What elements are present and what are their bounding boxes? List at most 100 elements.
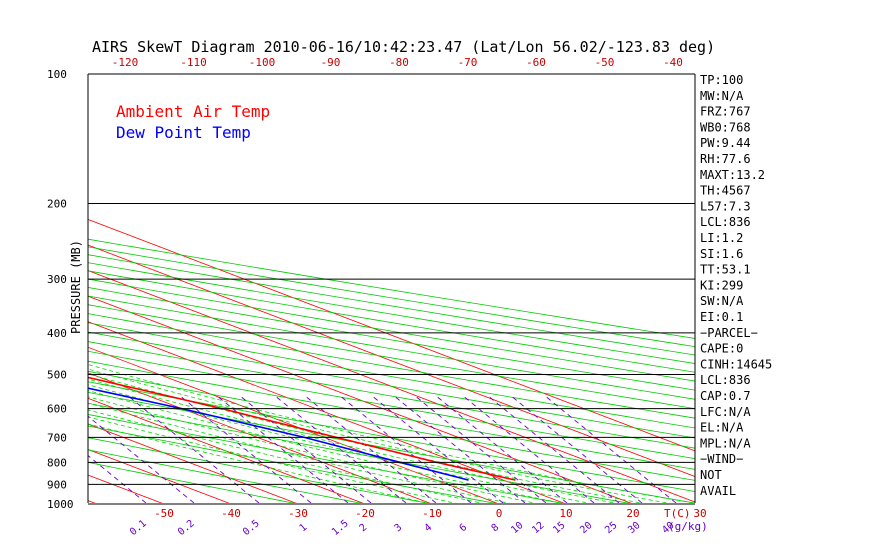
isotherm-line bbox=[88, 500, 96, 503]
index-readout: MPL:N/A bbox=[700, 436, 751, 450]
index-readout: MAXT:13.2 bbox=[700, 168, 765, 182]
index-readout: CAPE:0 bbox=[700, 342, 743, 356]
isotherm-line bbox=[88, 423, 297, 503]
dry-adiabat-line bbox=[88, 391, 695, 503]
moist-adiabat-line bbox=[88, 396, 537, 503]
mixing-ratio-tick-label: 15 bbox=[551, 520, 567, 536]
index-readout: MW:N/A bbox=[700, 89, 744, 103]
mixing-ratio-tick-label: 8 bbox=[490, 522, 502, 534]
index-readout: L57:7.3 bbox=[700, 199, 751, 213]
mixing-ratio-tick-label: 30 bbox=[626, 520, 642, 536]
index-readout: −WIND− bbox=[700, 452, 743, 466]
mixing-ratio-tick-label: 4 bbox=[423, 522, 435, 534]
dry-adiabat-line bbox=[88, 313, 695, 419]
dry-adiabat-line bbox=[88, 425, 496, 503]
mixing-ratio-tick-label: 12 bbox=[530, 520, 546, 536]
mixing-ratio-tick-label: 6 bbox=[458, 522, 470, 534]
mixing-ratio-line bbox=[239, 395, 372, 503]
mixing-ratio-line bbox=[88, 454, 147, 503]
index-readout: SI:1.6 bbox=[700, 247, 743, 261]
dry-adiabat-line bbox=[88, 437, 429, 503]
index-readout: FRZ:767 bbox=[700, 105, 751, 119]
top-temp-tick-label: -100 bbox=[249, 56, 276, 69]
index-readout: LCL:836 bbox=[700, 373, 751, 387]
mixing-ratio-line bbox=[179, 395, 312, 503]
mixing-ratio-line bbox=[274, 395, 407, 503]
pressure-tick-label: 200 bbox=[47, 197, 67, 210]
moist-adiabat-line bbox=[88, 390, 564, 503]
isotherm-line bbox=[88, 397, 364, 503]
dry-adiabat-line bbox=[88, 461, 295, 503]
top-temp-tick-label: -90 bbox=[321, 56, 341, 69]
top-temp-tick-label: -80 bbox=[389, 56, 409, 69]
mixing-ratio-line bbox=[216, 395, 349, 503]
chart-title: AIRS SkewT Diagram 2010-06-16/10:42:23.4… bbox=[92, 38, 715, 56]
index-readout: LCL:836 bbox=[700, 215, 751, 229]
dry-adiabat-line bbox=[88, 414, 563, 503]
bottom-temp-tick-label: -20 bbox=[355, 507, 375, 520]
pressure-tick-label: 100 bbox=[47, 68, 67, 81]
bottom-temp-tick-label: -10 bbox=[422, 507, 442, 520]
isotherm-line bbox=[88, 219, 695, 452]
mixing-ratio-line bbox=[127, 395, 260, 503]
mixing-ratio-line bbox=[544, 395, 677, 503]
dry-adiabat-line bbox=[88, 449, 362, 503]
bottom-temp-tick-label: -40 bbox=[221, 507, 241, 520]
dry-adiabat-line bbox=[88, 370, 695, 481]
mixing-ratio-tick-label: 0.1 bbox=[128, 518, 149, 538]
mixing-ratio-line bbox=[339, 395, 472, 503]
mixing-ratio-line bbox=[393, 395, 526, 503]
mixing-ratio-tick-label: 2 bbox=[358, 522, 370, 534]
index-readout: TP:100 bbox=[700, 73, 743, 87]
mixing-ratio-line bbox=[462, 395, 595, 503]
mixing-ratio-tick-label: 0.2 bbox=[176, 518, 197, 538]
mixing-ratio-tick-label: 1.5 bbox=[330, 518, 351, 538]
bottom-temp-tick-label: -50 bbox=[154, 507, 174, 520]
mixing-ratio-line bbox=[371, 395, 504, 503]
temp-unit-label: T(C) bbox=[664, 507, 691, 520]
top-temp-tick-label: -70 bbox=[458, 56, 478, 69]
top-temp-tick-label: -120 bbox=[112, 56, 139, 69]
mixing-ratio-line bbox=[510, 395, 643, 503]
y-axis-label: PRESSURE (MB) bbox=[69, 240, 83, 334]
mixing-ratio-tick-label: 3 bbox=[393, 522, 405, 534]
dry-adiabat-line bbox=[88, 350, 695, 460]
dry-adiabat-line bbox=[88, 360, 695, 470]
index-readout: EL:N/A bbox=[700, 421, 744, 435]
dew-point-temp-line bbox=[88, 387, 469, 481]
pressure-tick-label: 1000 bbox=[47, 498, 74, 511]
mixing-ratio-line bbox=[487, 395, 620, 503]
index-readout: LI:1.2 bbox=[700, 231, 743, 245]
mixing-ratio-tick-label: 25 bbox=[603, 520, 619, 536]
index-readout: EI:0.1 bbox=[700, 310, 743, 324]
index-readout: RH:77.6 bbox=[700, 152, 751, 166]
index-readout: KI:299 bbox=[700, 278, 743, 292]
top-temp-tick-label: -110 bbox=[180, 56, 207, 69]
isotherm-line bbox=[88, 372, 431, 503]
pressure-tick-label: 300 bbox=[47, 273, 67, 286]
dry-adiabat-line bbox=[88, 304, 695, 410]
mixing-ratio-tick-label: 10 bbox=[509, 520, 525, 536]
legend-ambient-air-temp: Ambient Air Temp bbox=[116, 102, 270, 121]
pressure-tick-label: 600 bbox=[47, 403, 67, 416]
index-readout: SW:N/A bbox=[700, 294, 744, 308]
bottom-temp-tick-label: -30 bbox=[288, 507, 308, 520]
mixing-ratio-tick-label: 20 bbox=[578, 520, 594, 536]
isotherm-line bbox=[88, 321, 565, 503]
index-readout: −PARCEL− bbox=[700, 326, 758, 340]
moist-adiabat-line bbox=[88, 378, 617, 503]
pressure-tick-label: 900 bbox=[47, 478, 67, 491]
index-readout: AVAIL bbox=[700, 484, 736, 498]
bottom-temp-tick-label: 20 bbox=[626, 507, 639, 520]
mixing-ratio-unit-label: (g/kg) bbox=[668, 520, 708, 533]
top-temp-tick-label: -40 bbox=[663, 56, 683, 69]
isotherm-line bbox=[88, 295, 632, 503]
index-readout: CAP:0.7 bbox=[700, 389, 751, 403]
mixing-ratio-tick-label: 1 bbox=[298, 522, 310, 534]
index-readout: PW:9.44 bbox=[700, 136, 751, 150]
mixing-ratio-line bbox=[304, 395, 437, 503]
bottom-temp-tick-label: 10 bbox=[559, 507, 572, 520]
bottom-temp-tick-label: 0 bbox=[496, 507, 503, 520]
mixing-ratio-line bbox=[414, 395, 547, 503]
